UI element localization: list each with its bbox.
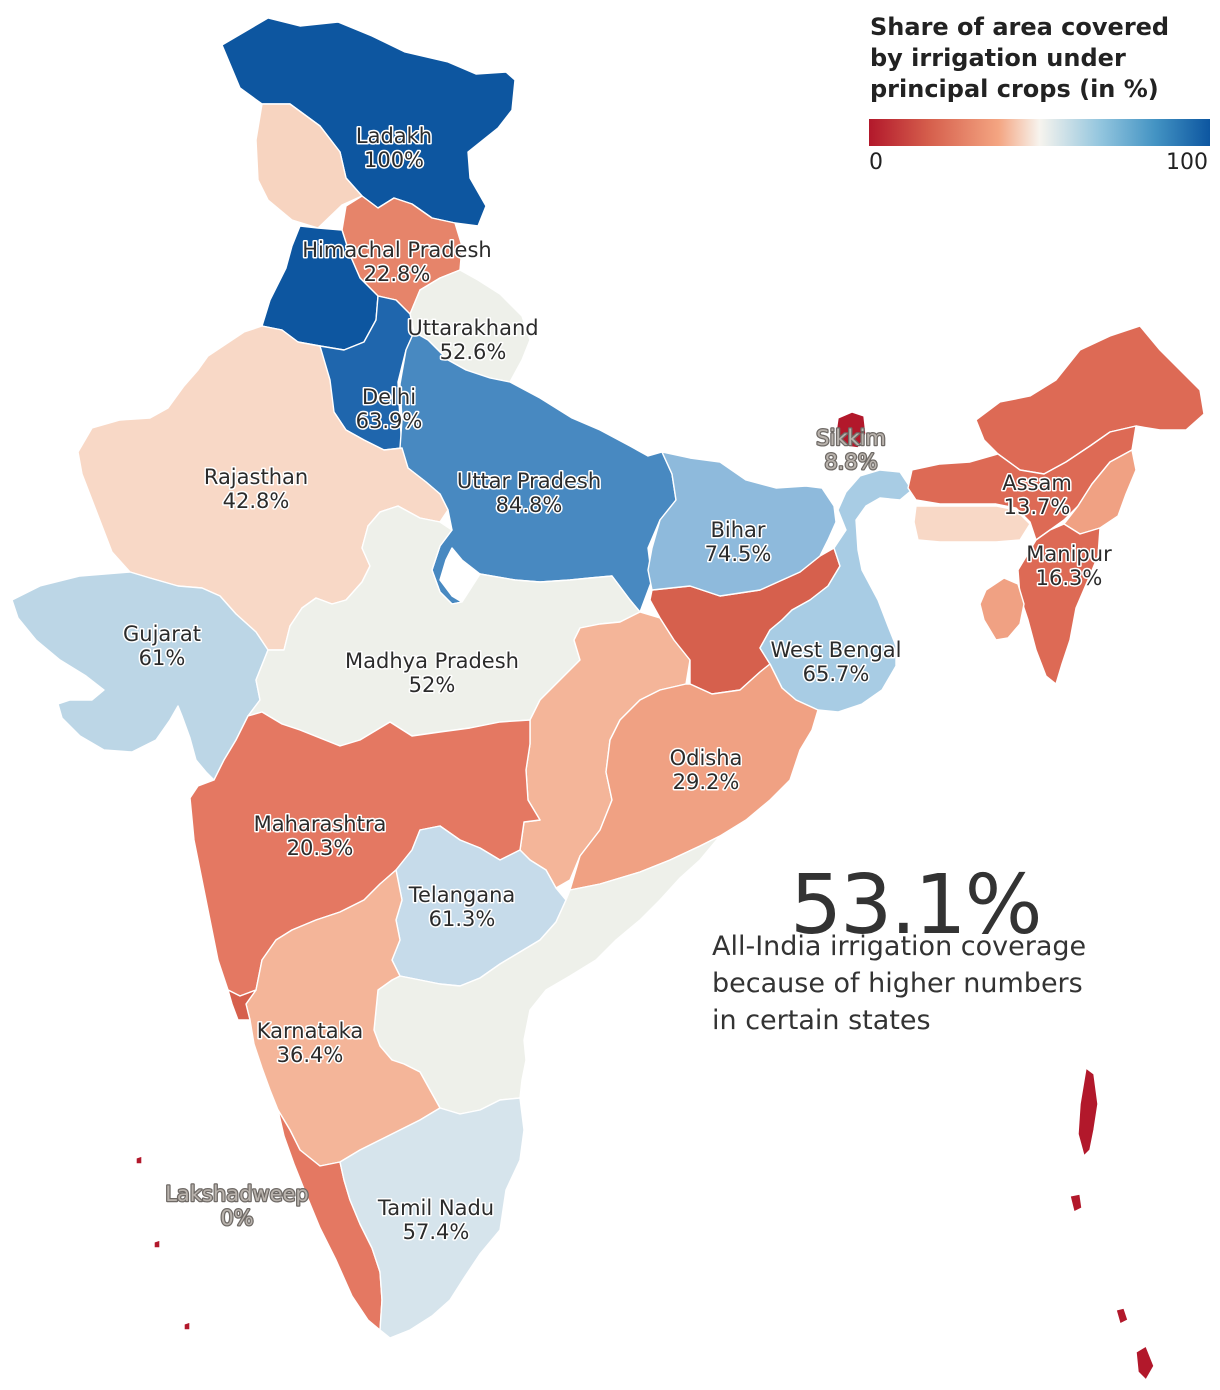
label-up-name: Uttar Pradesh [457, 469, 601, 493]
label-bihar-value: 74.5% [705, 542, 772, 566]
label-gujarat-value: 61% [139, 646, 186, 670]
label-odisha-value: 29.2% [673, 770, 740, 794]
label-ladakh-name: Ladakh [356, 124, 432, 148]
label-karnataka-value: 36.4% [277, 1043, 344, 1067]
label-up-value: 84.8% [496, 493, 563, 517]
label-mp-name: Madhya Pradesh [345, 649, 519, 673]
headline-annotation: All-India irrigation coverage because of… [712, 931, 1087, 1036]
region-westbengal[interactable] [759, 469, 913, 713]
region-lakshadweep-dots[interactable] [135, 1155, 191, 1331]
label-gujarat-name: Gujarat [123, 622, 201, 646]
legend-title: Share of area covered by irrigation unde… [870, 13, 1170, 103]
label-telangana-name: Telangana [408, 883, 516, 907]
region-sikkim[interactable] [835, 411, 867, 449]
label-ladakh-value: 100% [364, 148, 424, 172]
region-tripura[interactable] [979, 577, 1025, 641]
region-andaman-islands-2[interactable] [1069, 1193, 1083, 1213]
label-delhi-name: Delhi [362, 385, 416, 409]
region-bihar[interactable] [647, 451, 837, 597]
label-maharashtra-name: Maharashtra [254, 812, 387, 836]
region-north-light[interactable] [255, 103, 363, 229]
label-delhi-value: 63.9% [356, 409, 423, 433]
label-sikkim-name: Sikkim [816, 426, 886, 450]
region-nicobar-islands[interactable] [1135, 1345, 1155, 1381]
label-lakshadweep-name: Lakshadweep [165, 1182, 309, 1206]
label-assam-value: 13.7% [1004, 495, 1071, 519]
legend-min-label: 0 [869, 150, 883, 175]
legend-color-scale [869, 119, 1210, 146]
label-tamilnadu-value: 57.4% [403, 1220, 470, 1244]
region-meghalaya[interactable] [913, 505, 1031, 543]
label-himachal-name: Himachal Pradesh [302, 238, 491, 262]
region-manipur[interactable] [1017, 523, 1101, 685]
region-gujarat[interactable] [11, 571, 269, 781]
region-tamilnadu[interactable] [339, 1097, 525, 1339]
label-telangana-value: 61.3% [429, 907, 496, 931]
label-himachal-value: 22.8% [364, 262, 431, 286]
headline-value: 53.1% [790, 858, 1042, 953]
label-assam-name: Assam [1002, 471, 1072, 495]
label-uttarakhand-value: 52.6% [440, 340, 507, 364]
label-rajasthan-value: 42.8% [223, 489, 290, 513]
label-odisha-name: Odisha [670, 746, 743, 770]
region-nicobar-islands-2[interactable] [1115, 1307, 1129, 1325]
label-mp-value: 52% [409, 673, 456, 697]
label-uttarakhand-name: Uttarakhand [407, 316, 538, 340]
label-bihar-name: Bihar [710, 518, 765, 542]
label-karnataka-name: Karnataka [257, 1019, 363, 1043]
legend-max-label: 100 [1166, 150, 1208, 175]
label-wb-name: West Bengal [771, 638, 902, 662]
label-sikkim-value: 8.8% [824, 450, 877, 474]
label-rajasthan-name: Rajasthan [204, 465, 308, 489]
region-goa[interactable] [227, 989, 257, 1021]
label-tamilnadu-name: Tamil Nadu [377, 1196, 494, 1220]
region-andaman-islands[interactable] [1077, 1067, 1099, 1157]
label-wb-value: 65.7% [803, 662, 870, 686]
region-nagaland[interactable] [1063, 449, 1137, 535]
label-lakshadweep-value: 0% [220, 1206, 253, 1230]
label-maharashtra-value: 20.3% [287, 836, 354, 860]
label-manipur-value: 16.3% [1036, 566, 1103, 590]
label-manipur-name: Manipur [1026, 542, 1112, 566]
